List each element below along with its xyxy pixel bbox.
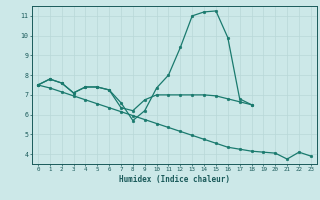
X-axis label: Humidex (Indice chaleur): Humidex (Indice chaleur) xyxy=(119,175,230,184)
